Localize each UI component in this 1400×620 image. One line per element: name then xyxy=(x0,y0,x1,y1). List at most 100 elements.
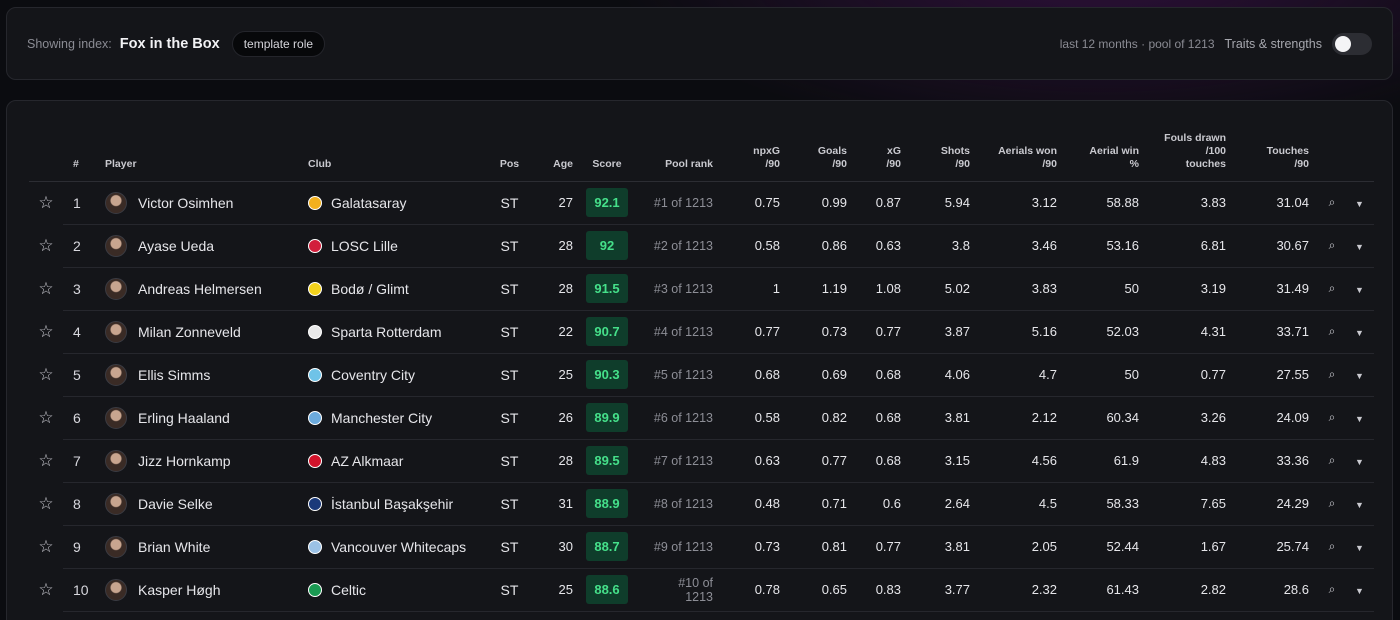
table-row[interactable]: ☆ 10 Kasper Høgh Celtic ST 25 88.6 #10 o… xyxy=(29,568,1374,612)
col-goals-l1: Goals xyxy=(817,144,847,157)
player-name[interactable]: Ayase Ueda xyxy=(138,237,215,254)
index-name[interactable]: Fox in the Box xyxy=(119,35,220,52)
col-fouls-drawn-l2: /100 xyxy=(1205,144,1226,157)
expand-button[interactable]: ▼ xyxy=(1345,353,1374,397)
favorite-toggle[interactable]: ☆ xyxy=(29,482,63,525)
club-cell: AZ Alkmaar xyxy=(308,439,488,483)
col-goals[interactable]: Goals/90 xyxy=(790,119,857,182)
star-icon: ☆ xyxy=(38,235,54,255)
score-badge: 89.5 xyxy=(586,446,628,475)
table-row[interactable]: ☆ 1 Victor Osimhen Galatasaray ST 27 92.… xyxy=(29,181,1374,225)
player-name[interactable]: Davie Selke xyxy=(138,495,213,512)
search-button[interactable]: ⌕ xyxy=(1319,396,1345,440)
player-cell[interactable]: Erling Haaland xyxy=(105,396,308,440)
player-cell[interactable]: Milan Zonneveld xyxy=(105,310,308,354)
favorite-toggle[interactable]: ☆ xyxy=(29,525,63,568)
score-badge: 88.7 xyxy=(586,532,628,561)
expand-button[interactable]: ▼ xyxy=(1345,181,1374,225)
goals-value: 0.73 xyxy=(790,310,857,354)
fouls-drawn-value: 3.83 xyxy=(1149,181,1236,225)
xg-value: 0.68 xyxy=(857,353,911,397)
search-button[interactable]: ⌕ xyxy=(1319,568,1345,612)
player-name[interactable]: Erling Haaland xyxy=(138,409,230,426)
player-cell[interactable]: Ayase Ueda xyxy=(105,224,308,268)
col-age[interactable]: Age xyxy=(531,119,581,182)
col-aerials-won[interactable]: Aerials won/90 xyxy=(980,119,1067,182)
col-fouls-drawn[interactable]: Fouls drawn/100 touches xyxy=(1149,119,1236,182)
favorite-toggle[interactable]: ☆ xyxy=(29,310,63,353)
search-button[interactable]: ⌕ xyxy=(1319,181,1345,225)
col-pos[interactable]: Pos xyxy=(488,119,531,182)
col-aerial-win[interactable]: Aerial win% xyxy=(1067,119,1149,182)
col-aerial-win-l1: Aerial win xyxy=(1089,144,1139,157)
player-cell[interactable]: Jizz Hornkamp xyxy=(105,439,308,483)
expand-button[interactable]: ▼ xyxy=(1345,310,1374,354)
favorite-toggle[interactable]: ☆ xyxy=(29,439,63,482)
expand-button[interactable]: ▼ xyxy=(1345,568,1374,612)
xg-value: 0.83 xyxy=(857,568,911,612)
club-badge-icon xyxy=(308,281,322,296)
col-touches-l2: /90 xyxy=(1294,157,1309,170)
col-touches[interactable]: Touches/90 xyxy=(1236,119,1319,182)
favorite-toggle[interactable]: ☆ xyxy=(29,353,63,396)
search-button[interactable]: ⌕ xyxy=(1319,439,1345,483)
expand-button[interactable]: ▼ xyxy=(1345,396,1374,440)
favorite-toggle[interactable]: ☆ xyxy=(29,568,63,611)
expand-button[interactable]: ▼ xyxy=(1345,267,1374,311)
table-row[interactable]: ☆ 2 Ayase Ueda LOSC Lille ST 28 92 #2 of… xyxy=(29,224,1374,268)
table-row[interactable]: ☆ 5 Ellis Simms Coventry City ST 25 90.3… xyxy=(29,353,1374,397)
expand-button[interactable]: ▼ xyxy=(1345,525,1374,569)
search-button[interactable]: ⌕ xyxy=(1319,267,1345,311)
player-cell[interactable]: Victor Osimhen xyxy=(105,181,308,225)
col-shots[interactable]: Shots/90 xyxy=(911,119,980,182)
search-button[interactable]: ⌕ xyxy=(1319,353,1345,397)
player-name[interactable]: Victor Osimhen xyxy=(138,194,234,211)
col-xg[interactable]: xG/90 xyxy=(857,119,911,182)
col-player[interactable]: Player xyxy=(105,119,308,182)
player-name[interactable]: Milan Zonneveld xyxy=(138,323,241,340)
table-row[interactable]: ☆ 7 Jizz Hornkamp AZ Alkmaar ST 28 89.5 … xyxy=(29,439,1374,483)
table-row[interactable]: ☆ 4 Milan Zonneveld Sparta Rotterdam ST … xyxy=(29,310,1374,354)
avatar xyxy=(105,320,127,343)
favorite-toggle[interactable]: ☆ xyxy=(29,181,63,224)
player-cell[interactable]: Kasper Høgh xyxy=(105,568,308,612)
player-name[interactable]: Andreas Helmersen xyxy=(138,280,262,297)
table-row[interactable]: ☆ 8 Davie Selke İstanbul Başakşehir ST 3… xyxy=(29,482,1374,526)
expand-button[interactable]: ▼ xyxy=(1345,224,1374,268)
player-name[interactable]: Jizz Hornkamp xyxy=(138,452,231,469)
favorite-toggle[interactable]: ☆ xyxy=(29,267,63,310)
player-cell[interactable]: Ellis Simms xyxy=(105,353,308,397)
position: ST xyxy=(488,310,531,354)
chevron-down-icon: ▼ xyxy=(1355,542,1364,553)
age: 25 xyxy=(531,568,581,612)
pool-rank: #5 of 1213 xyxy=(633,353,723,397)
favorite-toggle[interactable]: ☆ xyxy=(29,224,63,267)
player-name[interactable]: Ellis Simms xyxy=(138,366,211,383)
col-score[interactable]: Score xyxy=(581,119,633,182)
traits-toggle[interactable] xyxy=(1332,32,1372,55)
col-npxg[interactable]: npxG/90 xyxy=(723,119,790,182)
shots-value: 5.02 xyxy=(911,267,980,311)
col-pool-rank[interactable]: Pool rank xyxy=(633,119,723,182)
search-button[interactable]: ⌕ xyxy=(1319,525,1345,569)
player-name[interactable]: Kasper Høgh xyxy=(138,581,221,598)
table-row[interactable]: ☆ 3 Andreas Helmersen Bodø / Glimt ST 28… xyxy=(29,267,1374,311)
search-button[interactable]: ⌕ xyxy=(1319,224,1345,268)
table-row[interactable]: ☆ 9 Brian White Vancouver Whitecaps ST 3… xyxy=(29,525,1374,569)
col-rank[interactable]: # xyxy=(63,119,105,182)
goals-value: 0.69 xyxy=(790,353,857,397)
aerials-won-value: 4.56 xyxy=(980,439,1067,483)
expand-button[interactable]: ▼ xyxy=(1345,482,1374,526)
player-cell[interactable]: Brian White xyxy=(105,525,308,569)
player-name[interactable]: Brian White xyxy=(138,538,211,555)
expand-button[interactable]: ▼ xyxy=(1345,439,1374,483)
player-cell[interactable]: Andreas Helmersen xyxy=(105,267,308,311)
player-cell[interactable]: Davie Selke xyxy=(105,482,308,526)
favorite-toggle[interactable]: ☆ xyxy=(29,396,63,439)
search-button[interactable]: ⌕ xyxy=(1319,310,1345,354)
score-cell: 92 xyxy=(581,224,633,268)
npxg-value: 1 xyxy=(723,267,790,311)
search-button[interactable]: ⌕ xyxy=(1319,482,1345,526)
table-row[interactable]: ☆ 6 Erling Haaland Manchester City ST 26… xyxy=(29,396,1374,440)
col-club[interactable]: Club xyxy=(308,119,488,182)
